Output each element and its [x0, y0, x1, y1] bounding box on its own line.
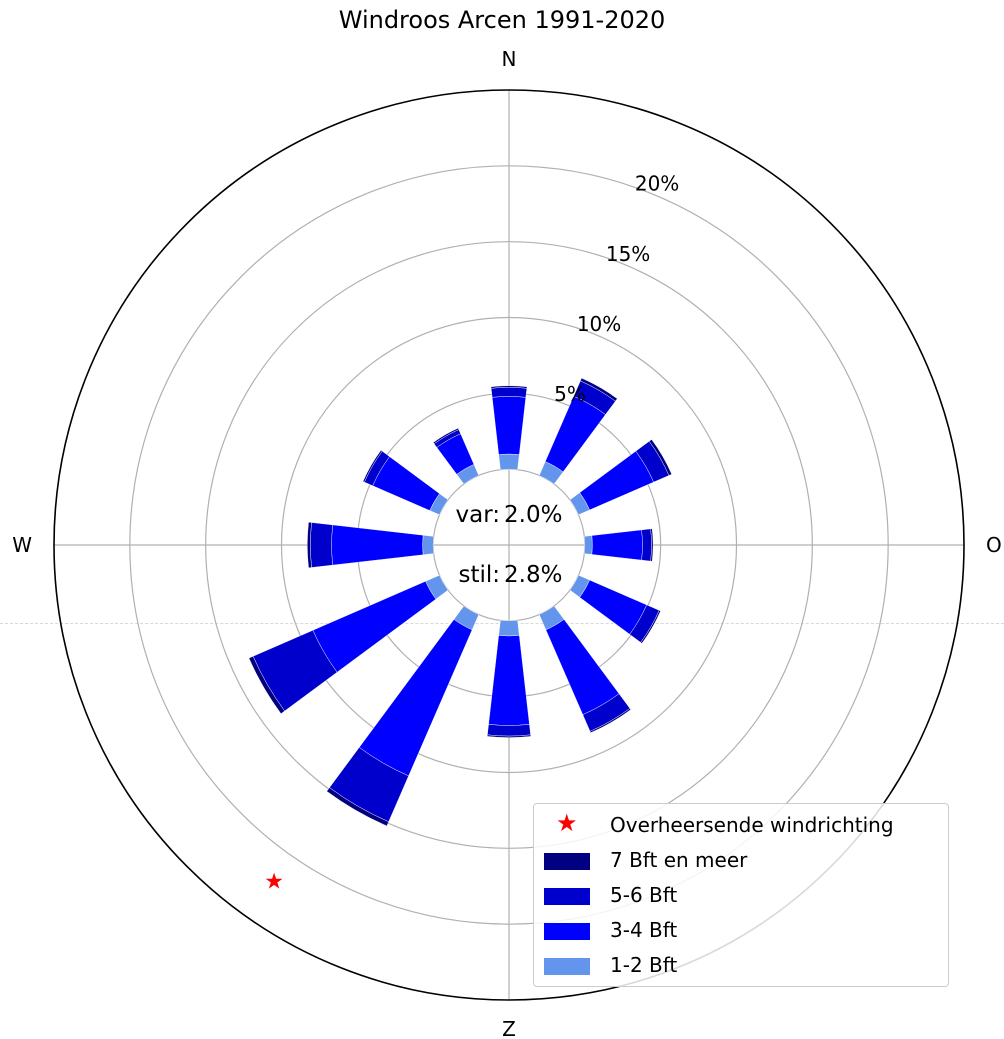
star-icon: ★ — [556, 809, 578, 837]
bar-segment-1-2-bft — [498, 620, 520, 637]
bar-segment-7-bft-en-meer — [589, 708, 632, 734]
stil-label: stil: — [458, 562, 500, 588]
legend-item-5-6bft: 5-6 Bft — [534, 880, 948, 910]
bar-segment-5-6-bft — [310, 522, 333, 568]
legend-item-7bft: 7 Bft en meer — [534, 845, 948, 875]
bar-segment-3-4-bft — [591, 529, 643, 561]
bar-segment-5-6-bft — [487, 724, 531, 737]
bar-segment-3-4-bft — [545, 619, 620, 715]
bar-segment-7-bft-en-meer — [248, 656, 285, 714]
legend-item-prevailing: ★ Overheersende windrichting — [534, 809, 948, 840]
bar-segment-7-bft-en-meer — [307, 521, 312, 569]
bar-segment-7-bft-en-meer — [362, 449, 383, 483]
bar-segment-7-bft-en-meer — [648, 439, 672, 476]
prevailing-direction-star: ★ — [264, 869, 284, 894]
bar-segment-7-bft-en-meer — [640, 610, 661, 644]
bar-segment-7-bft-en-meer — [486, 734, 532, 738]
bars-layer — [248, 377, 672, 827]
compass-south: Z — [502, 1017, 516, 1039]
legend-label-prevailing: Overheersende windrichting — [610, 813, 894, 837]
stil-value: 2.8% — [504, 562, 562, 588]
legend-swatch-5-6bft — [544, 888, 590, 905]
legend-label-1-2bft: 1-2 Bft — [610, 953, 678, 977]
bar-segment-1-2-bft — [498, 453, 520, 470]
legend-label-5-6bft: 5-6 Bft — [610, 883, 678, 907]
bar-segment-3-4-bft — [312, 581, 437, 673]
bar-segment-3-4-bft — [331, 524, 424, 566]
bar-segment-5-6-bft — [641, 528, 652, 562]
bar-segment-3-4-bft — [488, 635, 530, 726]
r-tick-label: 20% — [635, 172, 679, 196]
legend: ★ Overheersende windrichting 7 Bft en me… — [533, 803, 949, 987]
chart-title: Windroos Arcen 1991-2020 — [338, 6, 666, 34]
var-value: 2.0% — [504, 502, 562, 528]
bar-segment-3-4-bft — [491, 396, 527, 455]
outer-circle — [53, 89, 965, 1001]
compass-east: O — [986, 533, 1002, 557]
legend-item-1-2bft: 1-2 Bft — [534, 950, 948, 980]
bar-segment-5-6-bft — [490, 387, 528, 398]
r-tick-label: 10% — [577, 312, 621, 336]
bar-segment-7-bft-en-meer — [432, 427, 460, 445]
legend-label-3-4bft: 3-4 Bft — [610, 918, 678, 942]
compass-north: N — [502, 47, 517, 71]
legend-swatch-3-4bft — [544, 923, 590, 940]
r-tick-label: 15% — [606, 242, 650, 266]
bar-segment-7-bft-en-meer — [326, 787, 389, 827]
r-tick-label: 5% — [554, 382, 586, 406]
bar-segment-7-bft-en-meer — [490, 385, 528, 389]
compass-west: W — [12, 533, 32, 557]
legend-swatch-7bft — [544, 853, 590, 870]
bar-segment-7-bft-en-meer — [580, 377, 618, 402]
var-label: var: — [455, 502, 500, 528]
bar-segment-1-2-bft — [422, 534, 434, 556]
labels-layer: 5% 10% 15% 20% — [554, 172, 679, 406]
bar-segment-1-2-bft — [584, 535, 593, 555]
legend-item-3-4bft: 3-4 Bft — [534, 915, 948, 945]
bar-segment-7-bft-en-meer — [650, 528, 654, 562]
legend-swatch-1-2bft — [544, 958, 590, 975]
legend-label-7bft: 7 Bft en meer — [610, 848, 748, 872]
